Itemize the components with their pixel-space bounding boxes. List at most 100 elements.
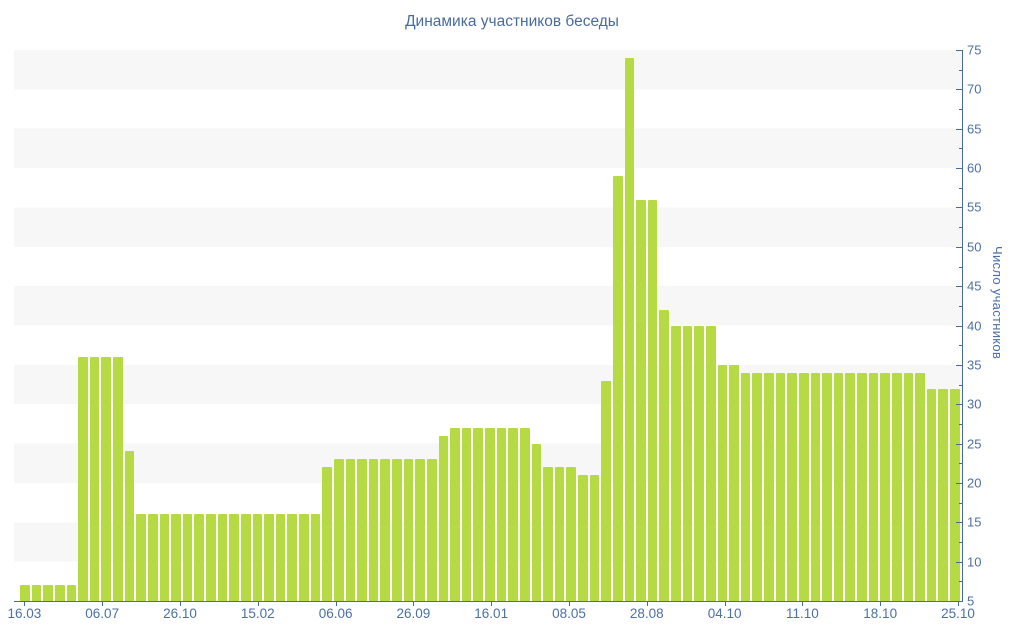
y-major-tick <box>956 246 962 248</box>
bar[interactable] <box>694 325 704 601</box>
bar[interactable] <box>136 514 146 601</box>
x-tick-label: 26.09 <box>396 606 431 621</box>
bar[interactable] <box>485 427 495 601</box>
bar[interactable] <box>729 364 739 601</box>
bar[interactable] <box>868 372 879 601</box>
bar[interactable] <box>101 357 111 601</box>
bar[interactable] <box>845 372 855 601</box>
bar[interactable] <box>810 372 821 601</box>
bar[interactable] <box>926 388 937 601</box>
bar[interactable] <box>415 459 425 601</box>
x-tick-label: 04.10 <box>707 606 742 621</box>
bar[interactable] <box>624 57 635 601</box>
bar[interactable] <box>496 427 507 601</box>
bar[interactable] <box>206 514 216 601</box>
bar[interactable] <box>950 388 960 601</box>
bar[interactable] <box>938 388 948 601</box>
bar[interactable] <box>357 459 367 601</box>
bar[interactable] <box>171 514 181 601</box>
bar[interactable] <box>578 475 588 601</box>
x-tick <box>335 601 337 606</box>
bar[interactable] <box>636 199 646 601</box>
bar[interactable] <box>705 325 716 601</box>
y-major-tick <box>956 404 962 406</box>
bar[interactable] <box>43 585 53 601</box>
bar[interactable] <box>752 372 762 601</box>
bar[interactable] <box>473 427 483 601</box>
bar[interactable] <box>717 364 728 601</box>
bar[interactable] <box>252 514 263 601</box>
bar[interactable] <box>787 372 797 601</box>
x-tick <box>958 601 959 606</box>
bar[interactable] <box>566 467 576 601</box>
bar[interactable] <box>345 459 356 601</box>
y-tick-label: 20 <box>967 475 982 491</box>
bar[interactable] <box>880 372 890 601</box>
bar[interactable] <box>461 427 472 601</box>
bar[interactable] <box>124 451 135 601</box>
bar[interactable] <box>217 514 228 601</box>
bar[interactable] <box>682 325 693 601</box>
bar[interactable] <box>903 372 914 601</box>
bar[interactable] <box>54 585 65 601</box>
bar[interactable] <box>31 585 42 601</box>
bar[interactable] <box>450 427 460 601</box>
y-major-tick <box>956 50 962 51</box>
bar[interactable] <box>554 467 565 601</box>
bar[interactable] <box>299 514 309 601</box>
bar[interactable] <box>78 357 88 601</box>
x-tick <box>102 601 104 606</box>
bar[interactable] <box>66 585 77 601</box>
bar[interactable] <box>543 467 553 601</box>
bar[interactable] <box>182 514 193 601</box>
bar[interactable] <box>508 427 518 601</box>
bar[interactable] <box>857 372 867 601</box>
bar[interactable] <box>915 372 925 601</box>
bar[interactable] <box>229 514 239 601</box>
bar[interactable] <box>601 380 611 601</box>
y-tick-label: 10 <box>967 554 982 570</box>
bar[interactable] <box>531 443 542 601</box>
bar[interactable] <box>891 372 902 601</box>
bar[interactable] <box>403 459 414 601</box>
bar[interactable] <box>775 372 786 601</box>
bar[interactable] <box>426 459 437 601</box>
bar[interactable] <box>264 514 274 601</box>
bar[interactable] <box>240 514 251 601</box>
x-tick <box>802 601 804 606</box>
bar[interactable] <box>159 514 170 601</box>
bar[interactable] <box>589 475 600 601</box>
bar[interactable] <box>659 309 669 601</box>
bar[interactable] <box>671 325 681 601</box>
bar[interactable] <box>322 467 332 601</box>
x-tick-label: 06.06 <box>318 606 353 621</box>
bar[interactable] <box>275 514 286 601</box>
bar[interactable] <box>147 514 158 601</box>
bar[interactable] <box>519 427 530 601</box>
y-minor-tick <box>959 581 962 583</box>
bar[interactable] <box>20 585 30 601</box>
y-minor-tick <box>959 542 962 543</box>
bar[interactable] <box>647 199 658 601</box>
bar[interactable] <box>833 372 844 601</box>
bar[interactable] <box>113 357 123 601</box>
y-major-tick <box>956 89 962 91</box>
y-major-tick <box>956 128 962 130</box>
bar[interactable] <box>194 514 204 601</box>
chart-title: Динамика участников беседы <box>405 13 619 30</box>
x-tick <box>646 601 648 606</box>
bar[interactable] <box>89 357 100 601</box>
bar[interactable] <box>798 372 809 601</box>
bar[interactable] <box>764 372 774 601</box>
bar[interactable] <box>392 459 402 601</box>
bar[interactable] <box>380 459 390 601</box>
x-tick <box>24 601 26 606</box>
bar[interactable] <box>368 459 379 601</box>
bar[interactable] <box>822 372 832 601</box>
bar[interactable] <box>287 514 297 601</box>
bar[interactable] <box>438 435 449 601</box>
bar[interactable] <box>612 175 623 601</box>
bar[interactable] <box>333 459 344 601</box>
bar[interactable] <box>310 514 321 601</box>
bar[interactable] <box>740 372 751 601</box>
